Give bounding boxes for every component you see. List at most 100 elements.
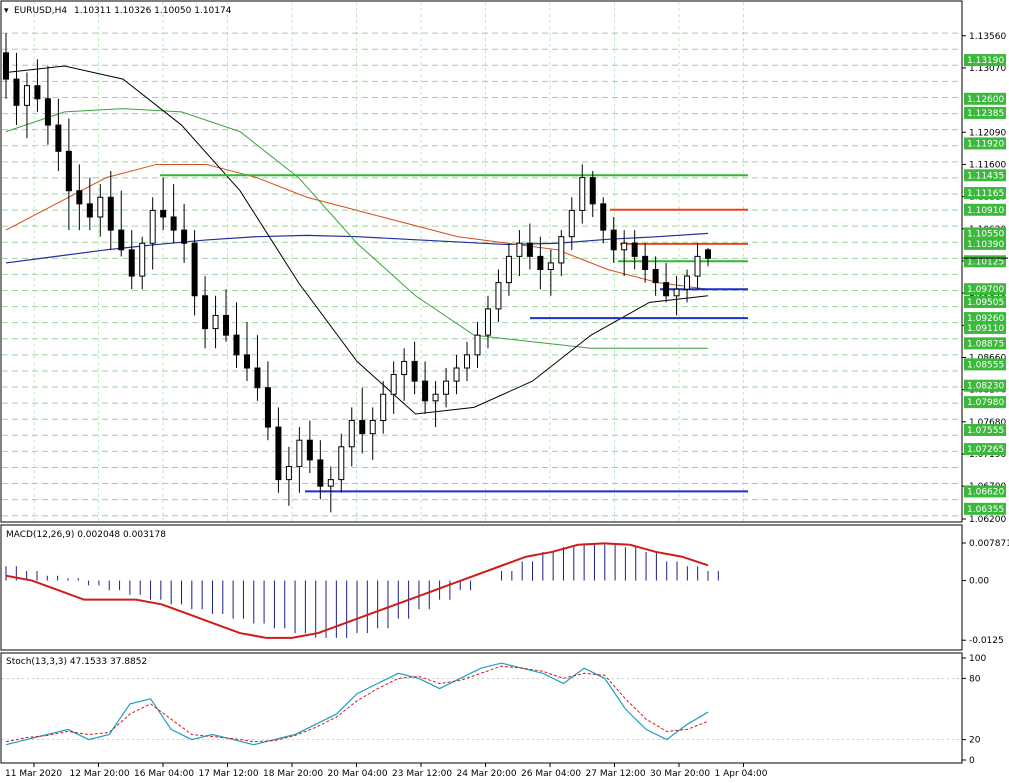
candle-body: [673, 288, 680, 297]
time-label: 12 Mar 20:00: [70, 769, 130, 779]
candle-body: [338, 446, 345, 481]
price-level-tag: 1.10125: [964, 255, 1006, 268]
price-level-tag: 1.11435: [964, 169, 1006, 182]
candle-body: [495, 282, 502, 310]
candle-body: [170, 216, 177, 231]
svg-text:1.10390: 1.10390: [967, 240, 1004, 250]
time-label: 16 Mar 04:00: [134, 769, 194, 779]
candle-body: [128, 249, 135, 277]
candle-body: [327, 479, 334, 487]
candle-body: [579, 177, 586, 211]
candle-body: [149, 209, 156, 244]
candle-body: [526, 242, 533, 257]
macd-signal-line: [5, 542, 709, 639]
price-level-tag: 1.09110: [964, 321, 1006, 334]
stoch-pane[interactable]: [0, 652, 963, 764]
macd-tick-label: 0.007871: [969, 539, 1009, 549]
time-label: 26 Mar 04:00: [521, 769, 581, 779]
price-tick-label: 1.07680: [969, 418, 1006, 428]
price-level-tag: 1.06620: [964, 485, 1006, 498]
svg-text:1.10910: 1.10910: [967, 206, 1004, 216]
candle-body: [558, 236, 565, 264]
candle-body: [254, 367, 261, 389]
time-label: 27 Mar 12:00: [586, 769, 646, 779]
ma-green-line: [5, 108, 708, 349]
price-tick-label: 1.06200: [969, 515, 1006, 525]
price-level-tag: 1.10550: [964, 227, 1006, 240]
candle-body: [359, 420, 366, 435]
stoch-tick-label: 80: [969, 674, 981, 684]
time-label: 23 Mar 12:00: [392, 769, 452, 779]
candle-body: [97, 196, 104, 218]
candle-body: [243, 354, 250, 369]
price-level-tag: 1.12600: [964, 92, 1006, 105]
price-level-tag: 1.07980: [964, 396, 1006, 409]
price-tick-label: 1.13560: [969, 32, 1006, 42]
candle-body: [663, 282, 670, 297]
candle-body: [348, 420, 355, 448]
stoch-tick-label: 0: [969, 756, 975, 766]
candle-body: [223, 314, 230, 336]
price-level-tag: 1.10390: [964, 237, 1006, 250]
candle-body: [589, 177, 596, 205]
svg-text:1.09505: 1.09505: [967, 298, 1004, 308]
candle-body: [181, 229, 188, 244]
ma-black-line: [5, 65, 709, 415]
price-axis: 1.135601.130701.120901.116001.111101.106…: [962, 32, 1008, 525]
candle-body: [464, 354, 471, 369]
candle-body: [401, 360, 408, 376]
svg-text:1.06620: 1.06620: [967, 487, 1004, 497]
price-pane[interactable]: [0, 0, 963, 523]
candle-body: [705, 249, 711, 259]
candle-body: [317, 459, 324, 487]
svg-text:1.07265: 1.07265: [967, 445, 1004, 455]
dropdown-arrow-icon[interactable]: ▾: [4, 6, 9, 16]
price-level-tag: 1.13190: [964, 54, 1006, 67]
time-label: 18 Mar 20:00: [263, 769, 323, 779]
candle-body: [23, 85, 30, 106]
candle-body: [684, 275, 691, 290]
candle-body: [3, 52, 9, 80]
price-level-tag: 1.11165: [964, 187, 1006, 200]
price-level-tag: 1.07555: [964, 424, 1006, 437]
svg-text:1.09260: 1.09260: [967, 314, 1004, 324]
price-tick-label: 1.11600: [969, 160, 1006, 170]
svg-text:1.08555: 1.08555: [967, 360, 1004, 370]
candle-body: [652, 269, 659, 284]
svg-text:1.06355: 1.06355: [967, 505, 1004, 515]
candle-body: [13, 78, 20, 106]
time-label: 24 Mar 20:00: [457, 769, 517, 779]
candle-body: [474, 334, 481, 356]
time-label: 30 Mar 20:00: [650, 769, 710, 779]
stoch-title: Stoch(13,3,3) 47.1533 37.8852: [6, 657, 147, 667]
price-level-tag: 1.11920: [964, 137, 1006, 150]
candle-body: [160, 209, 167, 218]
macd-tick-label: 0.00: [969, 577, 989, 587]
candle-body: [610, 229, 617, 251]
stoch-main-line: [5, 662, 709, 746]
candle-body: [380, 393, 387, 422]
macd-pane[interactable]: [0, 524, 963, 651]
stoch-tick-label: 20: [969, 736, 981, 746]
candle-body: [212, 314, 219, 330]
candle-body: [139, 242, 146, 277]
svg-text:1.08230: 1.08230: [967, 382, 1004, 392]
svg-text:1.09110: 1.09110: [967, 324, 1004, 334]
svg-text:1.12385: 1.12385: [967, 109, 1004, 119]
candle-body: [411, 360, 418, 382]
time-label: 20 Mar 04:00: [328, 769, 388, 779]
symbol-title: EURUSD,H4: [14, 6, 67, 16]
price-level-tag: 1.07265: [964, 443, 1006, 456]
svg-text:1.13190: 1.13190: [967, 56, 1004, 66]
stoch-signal-line: [5, 665, 709, 743]
candle-body: [306, 439, 313, 461]
svg-text:1.11920: 1.11920: [967, 139, 1004, 149]
candle-body: [296, 439, 303, 467]
candle-body: [65, 150, 72, 192]
time-axis: 11 Mar 2020 12 Mar 20:00 16 Mar 04:00 17 Ma…: [5, 763, 768, 779]
svg-text:1.11165: 1.11165: [967, 189, 1004, 199]
price-level-tag: 1.08555: [964, 358, 1006, 371]
svg-text:1.12600: 1.12600: [967, 95, 1004, 105]
